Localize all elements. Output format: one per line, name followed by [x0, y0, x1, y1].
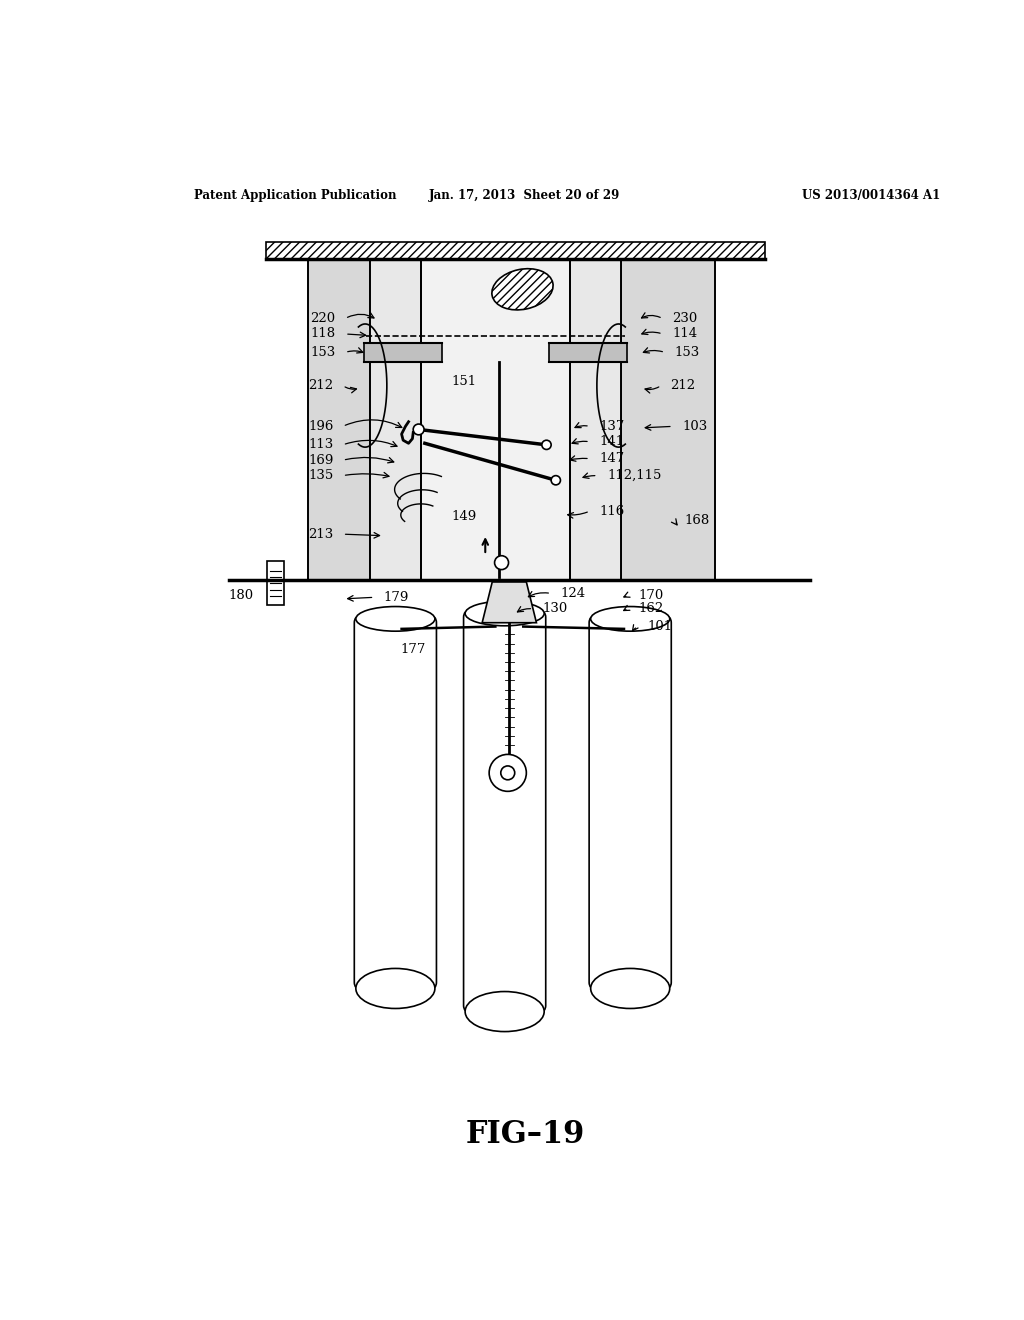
Text: 118: 118 — [310, 327, 336, 341]
Bar — [266, 242, 765, 259]
Text: FIG–19: FIG–19 — [465, 1119, 585, 1150]
Text: Patent Application Publication: Patent Application Publication — [194, 189, 396, 202]
Text: 177: 177 — [400, 643, 426, 656]
Circle shape — [495, 556, 509, 570]
Text: 212: 212 — [671, 379, 695, 392]
Text: 168: 168 — [684, 513, 710, 527]
Text: 169: 169 — [308, 454, 334, 467]
Text: 153: 153 — [675, 346, 699, 359]
Text: Jan. 17, 2013  Sheet 20 of 29: Jan. 17, 2013 Sheet 20 of 29 — [429, 189, 621, 202]
Circle shape — [414, 424, 424, 434]
Text: 180: 180 — [228, 589, 254, 602]
Text: 101: 101 — [647, 620, 673, 634]
Text: 170: 170 — [638, 589, 664, 602]
Bar — [569, 259, 621, 581]
Text: 153: 153 — [310, 346, 336, 359]
Text: 162: 162 — [638, 602, 664, 615]
Text: 149: 149 — [452, 510, 477, 523]
Text: 137: 137 — [599, 420, 625, 433]
Bar — [370, 259, 421, 581]
Bar — [364, 343, 442, 363]
FancyBboxPatch shape — [354, 615, 436, 989]
FancyBboxPatch shape — [589, 615, 672, 989]
Text: 220: 220 — [310, 312, 336, 325]
Bar — [266, 561, 284, 605]
Bar — [549, 343, 627, 363]
Circle shape — [501, 766, 515, 780]
Text: 147: 147 — [599, 453, 625, 465]
Text: 112,115: 112,115 — [607, 469, 662, 482]
Polygon shape — [482, 582, 537, 623]
Text: US 2013/0014364 A1: US 2013/0014364 A1 — [802, 189, 940, 202]
Text: 212: 212 — [308, 379, 334, 392]
Ellipse shape — [465, 601, 544, 626]
Text: 196: 196 — [308, 420, 334, 433]
Text: 124: 124 — [560, 587, 586, 601]
Ellipse shape — [356, 607, 435, 631]
Text: 116: 116 — [599, 504, 625, 517]
Text: 213: 213 — [308, 528, 334, 541]
Text: 141: 141 — [599, 436, 625, 449]
Circle shape — [551, 475, 560, 484]
Text: 135: 135 — [308, 469, 334, 482]
Bar — [308, 259, 370, 581]
FancyBboxPatch shape — [464, 610, 546, 1012]
Bar — [421, 259, 569, 581]
Ellipse shape — [591, 969, 670, 1008]
Ellipse shape — [465, 991, 544, 1032]
Ellipse shape — [356, 969, 435, 1008]
Ellipse shape — [591, 607, 670, 631]
Text: 114: 114 — [672, 327, 697, 341]
Circle shape — [489, 755, 526, 792]
Bar — [621, 259, 716, 581]
Text: 113: 113 — [308, 438, 334, 451]
Text: 130: 130 — [543, 602, 568, 615]
Text: 179: 179 — [384, 591, 410, 603]
Text: 103: 103 — [682, 420, 708, 433]
Text: 230: 230 — [672, 312, 697, 325]
Ellipse shape — [492, 269, 553, 310]
Text: 151: 151 — [452, 375, 477, 388]
Circle shape — [542, 441, 551, 450]
